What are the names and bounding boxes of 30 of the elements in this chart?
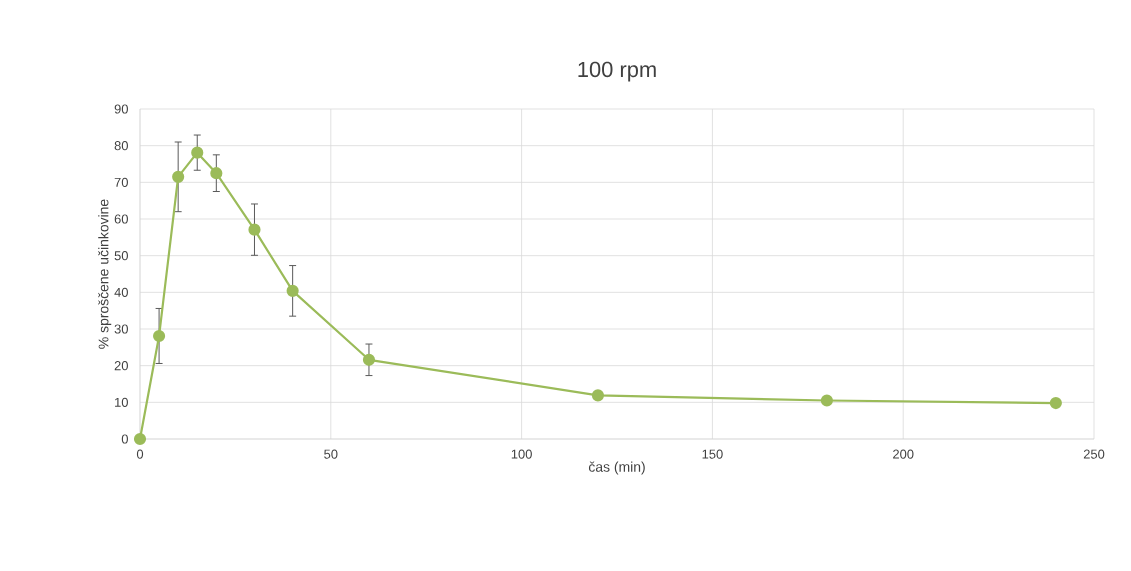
x-tick-label: 150 [702,449,723,459]
x-axis-title: čas (min) [588,461,645,475]
y-tick-label: 60 [114,214,128,224]
point [153,329,166,343]
y-tick-label: 80 [114,141,128,151]
x-tick-label: 200 [893,449,914,459]
y-tick-label: 50 [114,251,128,261]
y-tick-label: 30 [114,324,128,334]
point [591,389,605,402]
y-axis-title: % sproščene učinkovine [98,199,112,349]
y-tick-label: 10 [115,397,128,407]
point [820,394,833,407]
point [1049,396,1062,410]
chart-title: 100 rpm [578,61,656,82]
y-tick-label: 90 [114,104,128,114]
point [172,170,185,183]
x-tick-label: 50 [324,449,338,459]
x-tick-label: 0 [136,449,144,459]
x-tick-label: 250 [1083,449,1105,459]
y-tick-label: 20 [114,361,128,371]
point [191,146,204,159]
point [248,223,261,236]
x-tick-label: 100 [511,449,532,459]
y-tick-label: 0 [121,434,128,444]
point [133,432,147,446]
point [210,167,223,180]
y-tick-label: 40 [114,287,128,297]
y-tick-label: 70 [114,177,128,187]
point [286,284,299,297]
point [362,353,376,366]
